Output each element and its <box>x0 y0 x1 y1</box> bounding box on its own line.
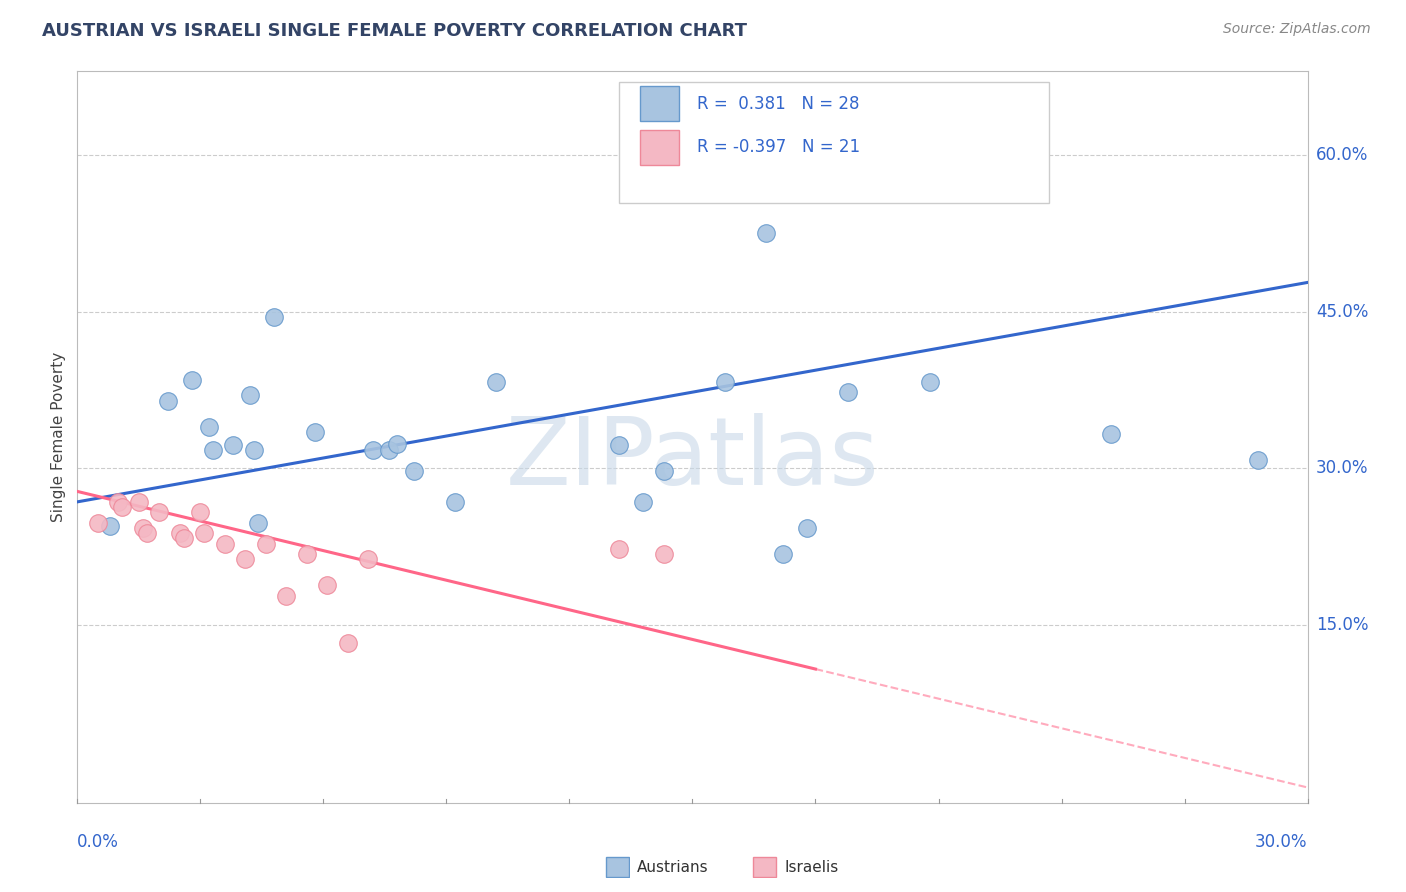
Point <box>98 519 121 533</box>
Text: Austrians: Austrians <box>637 860 709 874</box>
Point <box>173 532 195 546</box>
Point <box>484 375 508 389</box>
Point <box>1099 426 1122 441</box>
Point <box>254 536 277 550</box>
Point <box>201 442 224 457</box>
Point <box>714 375 737 389</box>
Y-axis label: Single Female Poverty: Single Female Poverty <box>51 352 66 522</box>
Point <box>263 310 285 324</box>
Point <box>385 437 409 451</box>
Point <box>276 589 298 603</box>
Point <box>633 495 655 509</box>
Point <box>361 442 384 457</box>
Point <box>242 442 264 457</box>
Point <box>607 541 630 556</box>
Bar <box>640 86 679 121</box>
FancyBboxPatch shape <box>619 82 1049 203</box>
Text: ZIPatlas: ZIPatlas <box>506 413 879 505</box>
Text: 60.0%: 60.0% <box>1316 146 1368 164</box>
Point <box>87 516 110 530</box>
Point <box>402 463 425 477</box>
Point <box>188 505 212 519</box>
Point <box>443 495 465 509</box>
Point <box>193 526 215 541</box>
Point <box>755 227 778 241</box>
Point <box>796 521 818 535</box>
Text: 45.0%: 45.0% <box>1316 302 1368 321</box>
Point <box>1247 453 1270 467</box>
Point <box>222 438 245 452</box>
Point <box>837 385 859 400</box>
Point <box>156 393 179 408</box>
Point <box>148 505 170 519</box>
Text: 30.0%: 30.0% <box>1256 833 1308 851</box>
Point <box>128 495 150 509</box>
Point <box>316 578 339 592</box>
Text: AUSTRIAN VS ISRAELI SINGLE FEMALE POVERTY CORRELATION CHART: AUSTRIAN VS ISRAELI SINGLE FEMALE POVERT… <box>42 22 747 40</box>
Point <box>304 425 326 439</box>
Point <box>132 521 155 535</box>
Point <box>295 547 318 561</box>
Point <box>111 500 134 514</box>
Bar <box>640 130 679 165</box>
Point <box>197 419 219 434</box>
Point <box>235 552 257 566</box>
Point <box>772 547 794 561</box>
Point <box>920 375 942 389</box>
Text: Israelis: Israelis <box>785 860 839 874</box>
Text: Source: ZipAtlas.com: Source: ZipAtlas.com <box>1223 22 1371 37</box>
Point <box>357 552 380 566</box>
Point <box>181 373 204 387</box>
Text: R = -0.397   N = 21: R = -0.397 N = 21 <box>697 138 860 156</box>
Point <box>246 516 269 530</box>
Text: 15.0%: 15.0% <box>1316 616 1368 634</box>
Point <box>107 495 129 509</box>
Point <box>378 442 401 457</box>
Text: 0.0%: 0.0% <box>77 833 120 851</box>
Point <box>607 438 630 452</box>
Point <box>337 636 360 650</box>
Point <box>239 388 262 402</box>
Text: 30.0%: 30.0% <box>1316 459 1368 477</box>
Point <box>652 463 675 477</box>
Point <box>136 526 159 541</box>
Point <box>214 536 236 550</box>
Text: R =  0.381   N = 28: R = 0.381 N = 28 <box>697 95 860 112</box>
Point <box>169 526 191 541</box>
Point <box>652 547 675 561</box>
